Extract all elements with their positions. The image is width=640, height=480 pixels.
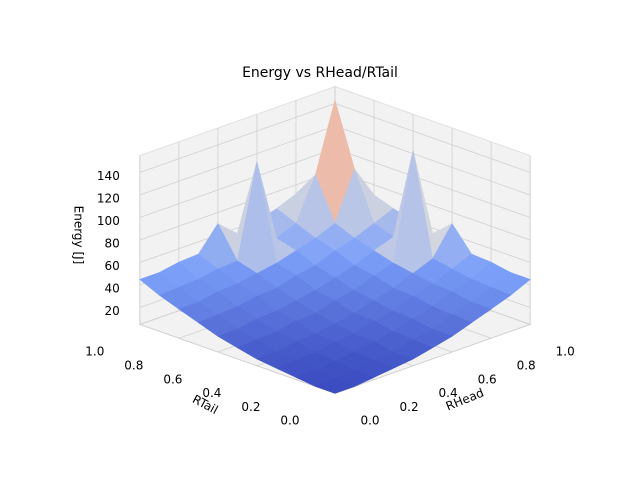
z-tick-label: 40 xyxy=(105,282,120,296)
z-tick-label: 120 xyxy=(97,191,120,205)
y-tick-label: 0.0 xyxy=(280,414,299,428)
x-tick-label: 0.0 xyxy=(360,414,379,428)
chart-title: Energy vs RHead/RTail xyxy=(242,65,398,81)
z-tick-label: 20 xyxy=(105,304,120,318)
y-tick-label: 0.4 xyxy=(202,386,221,400)
x-tick-label: 0.4 xyxy=(439,386,458,400)
grid-line xyxy=(334,324,531,394)
z-tick-label: 60 xyxy=(105,259,120,273)
x-tick-label: 0.8 xyxy=(517,359,536,373)
grid-line xyxy=(139,170,336,241)
z-tick-label: 100 xyxy=(97,214,120,228)
surface-face xyxy=(315,378,355,394)
z-tick-label: 140 xyxy=(97,169,120,183)
grid-line xyxy=(334,125,531,196)
grid-line xyxy=(334,170,531,241)
z-axis-label: Energy [J] xyxy=(72,206,86,265)
grid-line xyxy=(139,103,336,173)
x-tick-label: 0.2 xyxy=(400,400,419,414)
grid-line xyxy=(139,324,336,394)
y-tick-label: 0.6 xyxy=(163,372,182,386)
y-tick-label: 0.2 xyxy=(241,400,260,414)
y-tick-label: 1.0 xyxy=(85,345,104,359)
z-tick-label: 80 xyxy=(105,237,120,251)
grid-line xyxy=(334,103,531,173)
x-tick-label: 0.6 xyxy=(478,372,497,386)
grid-line xyxy=(334,148,531,218)
grid-line xyxy=(139,148,336,218)
y-tick-label: 0.8 xyxy=(124,359,143,373)
x-tick-label: 1.0 xyxy=(556,345,575,359)
grid-line xyxy=(139,125,336,196)
